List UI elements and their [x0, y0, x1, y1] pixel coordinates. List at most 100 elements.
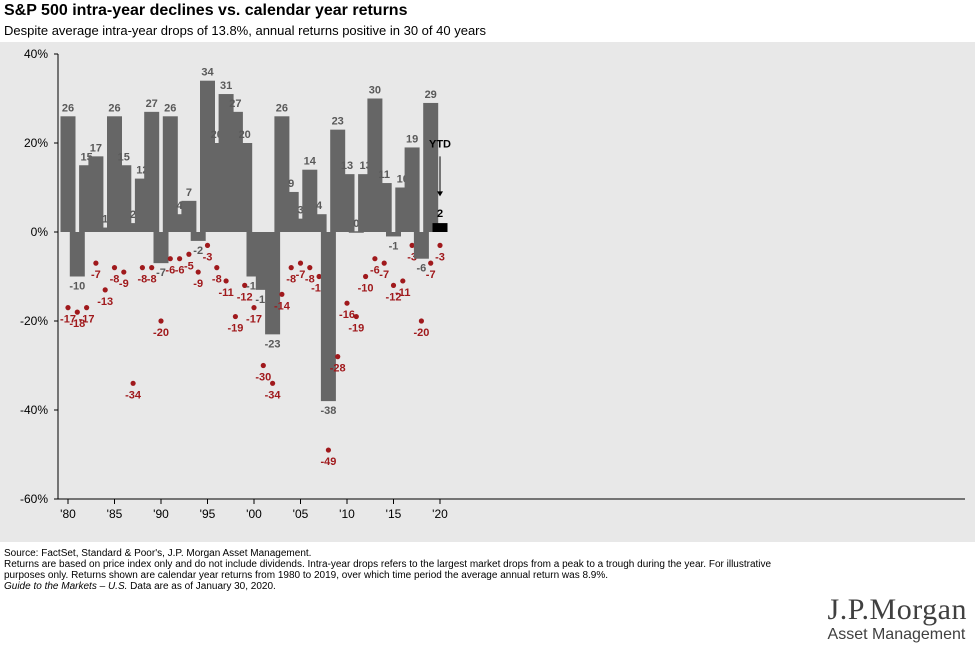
decline-value-label: -9	[193, 278, 203, 290]
decline-value-label: -7	[296, 269, 306, 281]
x-tick-label: '05	[293, 507, 309, 521]
source-note: Source: FactSet, Standard & Poor's, J.P.…	[4, 548, 312, 559]
chart-subtitle: Despite average intra-year drops of 13.8…	[4, 23, 486, 38]
return-value-label: 2	[437, 208, 443, 220]
decline-dot	[84, 305, 90, 311]
decline-dot	[363, 273, 369, 280]
decline-value-label: -6	[175, 265, 185, 277]
x-tick-label: '85	[107, 507, 123, 521]
decline-dot	[102, 287, 108, 293]
decline-dot	[316, 273, 322, 280]
decline-dot	[232, 313, 238, 320]
decline-value-label: -11	[395, 287, 410, 299]
return-value-label: 29	[425, 89, 437, 101]
decline-value-label: -20	[413, 327, 429, 339]
return-value-label: 4	[316, 200, 323, 212]
decline-dot	[121, 269, 127, 275]
return-value-label: -38	[320, 405, 336, 417]
decline-dot	[335, 354, 341, 360]
decline-value-label: -19	[227, 323, 243, 335]
decline-value-label: -17	[246, 314, 262, 326]
decline-value-label: -13	[97, 296, 113, 308]
return-value-label: -6	[417, 263, 427, 275]
return-bar	[116, 165, 132, 232]
return-value-label: 0	[353, 218, 359, 230]
decline-dot	[325, 447, 331, 453]
y-tick-label: 40%	[24, 47, 48, 61]
decline-dot	[167, 256, 173, 262]
decline-value-label: -7	[426, 269, 436, 281]
decline-value-label: -12	[237, 291, 253, 303]
return-value-label: 26	[108, 102, 120, 114]
decline-value-label: -49	[320, 456, 336, 468]
decline-dot	[195, 269, 201, 275]
return-bar	[69, 232, 85, 277]
return-bar	[97, 227, 113, 232]
return-value-label: 2	[130, 209, 136, 221]
decline-dot	[74, 309, 80, 315]
decline-dot	[139, 265, 145, 271]
return-value-label: 31	[220, 80, 232, 92]
ytd-annotation: YTD	[429, 138, 451, 150]
decline-dot	[279, 291, 285, 297]
x-tick-label: '20	[432, 507, 448, 521]
decline-value-label: -9	[119, 278, 129, 290]
return-bar	[125, 223, 141, 232]
return-value-label: 20	[239, 129, 251, 141]
decline-value-label: -30	[255, 372, 271, 384]
decline-dot	[372, 256, 378, 262]
plot-background	[0, 42, 975, 542]
decline-dot	[297, 260, 304, 266]
decline-dot	[93, 260, 99, 266]
return-bar	[320, 232, 336, 402]
return-value-label: 17	[90, 142, 102, 154]
return-value-label: 4	[177, 200, 184, 212]
return-value-label: 11	[378, 169, 390, 181]
ytd-arrow-head	[437, 191, 443, 197]
bar-chart: 40% 20% 0% -20% -40% -60% '80 '85 '90 '95 '00 '05 '1…	[0, 42, 975, 542]
chart-title: S&P 500 intra-year declines vs. calendar…	[4, 2, 408, 19]
decline-value-label: -3	[407, 251, 417, 263]
decline-dot	[344, 300, 350, 306]
x-tick-label: '10	[339, 507, 355, 521]
return-value-label: -2	[193, 245, 203, 257]
return-bar	[339, 174, 355, 232]
decline-value-label: -8	[110, 274, 120, 286]
decline-value-label: -3	[203, 251, 213, 263]
decline-dot	[307, 265, 313, 271]
guide-title: Guide to the Markets – U.S.	[4, 581, 128, 592]
return-bar	[190, 232, 206, 241]
decline-dot	[65, 305, 71, 311]
decline-value-label: -8	[305, 274, 315, 286]
decline-dot	[130, 380, 136, 386]
decline-dot	[204, 242, 211, 248]
return-bar	[348, 231, 364, 233]
decline-dot	[214, 265, 220, 271]
decline-dot	[353, 313, 359, 320]
return-bar	[88, 156, 104, 232]
return-bar	[162, 116, 178, 232]
decline-value-label: -17	[79, 314, 95, 326]
y-tick-label: -60%	[20, 492, 48, 506]
return-bar	[237, 143, 253, 232]
y-tick-label: -40%	[20, 403, 48, 417]
guide-note: Guide to the Markets – U.S. Data are as …	[4, 581, 774, 592]
jpmorgan-logo: J.P.Morgan Asset Management	[828, 594, 967, 644]
decline-value-label: -5	[184, 260, 194, 272]
return-bar	[404, 147, 420, 232]
decline-dot	[270, 380, 276, 386]
decline-dot	[149, 265, 155, 271]
return-bar	[376, 183, 392, 232]
decline-value-label: -34	[265, 389, 282, 401]
decline-dot	[158, 318, 164, 324]
decline-value-label: -8	[212, 274, 222, 286]
decline-value-label: -14	[274, 300, 291, 312]
return-value-label: 30	[369, 85, 381, 97]
decline-value-label: -20	[153, 327, 169, 339]
decline-value-label: -16	[339, 309, 355, 321]
return-value-label: 15	[118, 151, 130, 163]
decline-value-label: -3	[435, 251, 445, 263]
return-value-label: 19	[406, 133, 418, 145]
return-bar	[265, 232, 281, 335]
decline-dot	[418, 318, 424, 324]
